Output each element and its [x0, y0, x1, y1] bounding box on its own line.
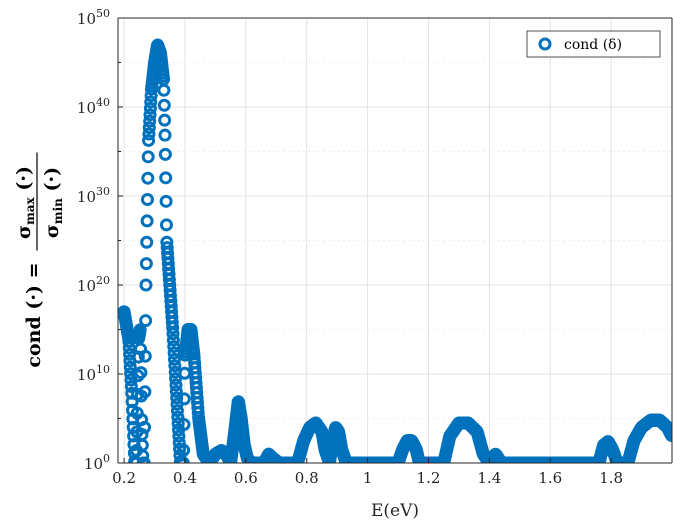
data-point: [140, 214, 154, 228]
series-group: [118, 38, 672, 463]
data-point: [142, 127, 156, 141]
x-tick-label: 0.2: [112, 469, 136, 487]
series-layer: [118, 38, 672, 463]
data-point: [171, 416, 185, 430]
data-point: [176, 456, 190, 463]
data-point: [166, 321, 180, 335]
data-point: [129, 456, 143, 463]
x-tick-label: 1.2: [417, 469, 441, 487]
data-point: [139, 278, 153, 292]
data-point: [159, 171, 173, 185]
data-point: [124, 379, 138, 393]
legend: cond (δ): [526, 30, 661, 58]
y-tick-label: 1020: [77, 274, 110, 295]
data-point: [158, 113, 172, 127]
y-tick-label: 100: [84, 452, 110, 473]
data-point: [158, 128, 172, 142]
data-point: [134, 366, 148, 380]
x-ticks: 0.2 0.4 0.6 0.8 1 1.2 1.4 1.6 1.8: [112, 458, 623, 487]
x-tick-label: 1.8: [599, 469, 623, 487]
data-point: [138, 420, 152, 434]
data-point: [169, 378, 183, 392]
data-point: [143, 114, 157, 128]
x-tick-label: 1.6: [538, 469, 562, 487]
data-point: [170, 404, 184, 418]
data-point: [137, 456, 151, 463]
data-point: [143, 108, 157, 122]
data-point: [157, 98, 171, 112]
data-point: [159, 218, 173, 232]
data-point: [138, 385, 152, 399]
data-point: [177, 392, 191, 406]
y-axis-label: cond (·) = σmax (·)σmin (·): [13, 152, 65, 368]
y-ticks: 100 1010 1020 1030 1040 1050: [77, 7, 123, 473]
legend-marker-icon: [538, 37, 552, 51]
data-point: [142, 121, 156, 135]
x-tick-label: 1.4: [477, 469, 501, 487]
data-point: [138, 349, 152, 363]
y-tick-label: 1050: [77, 7, 110, 28]
data-point: [172, 429, 186, 443]
data-point: [167, 340, 181, 354]
data-point: [140, 193, 154, 207]
y-label-denominator: σmin (·): [41, 167, 65, 238]
data-point: [168, 359, 182, 373]
data-point: [169, 384, 183, 398]
data-point: [136, 449, 150, 463]
data-point: [177, 418, 191, 432]
data-point: [141, 171, 155, 185]
y-tick-label: 1030: [77, 185, 110, 206]
data-point: [177, 443, 191, 457]
x-tick-label: 0.8: [295, 469, 319, 487]
data-point: [133, 323, 147, 337]
y-tick-label: 1040: [77, 96, 110, 117]
data-point: [158, 147, 172, 161]
data-point: [171, 410, 185, 424]
x-tick-label: 1: [363, 469, 373, 487]
legend-label: cond (δ): [564, 37, 622, 53]
data-point: [169, 372, 183, 386]
data-point: [159, 194, 173, 208]
data-point: [144, 95, 158, 109]
x-axis-label: E(eV): [371, 501, 419, 521]
data-point: [139, 257, 153, 271]
data-point: [168, 352, 181, 366]
data-point: [142, 133, 156, 147]
data-point: [157, 83, 171, 97]
y-label-prefix: cond (·) =: [23, 263, 45, 368]
x-tick-label: 0.4: [173, 469, 197, 487]
data-point: [123, 360, 137, 374]
data-point: [140, 235, 154, 249]
x-tick-label: 0.6: [234, 469, 258, 487]
y-tick-label: 1010: [77, 363, 110, 384]
data-point: [141, 150, 155, 164]
data-point: [170, 391, 184, 405]
y-label-group: cond (·) = σmax (·)σmin (·): [13, 152, 65, 368]
y-label-numerator: σmax (·): [13, 166, 37, 239]
data-point: [166, 333, 180, 347]
data-point: [139, 314, 153, 328]
data-point: [143, 101, 157, 115]
data-point: [166, 327, 180, 341]
